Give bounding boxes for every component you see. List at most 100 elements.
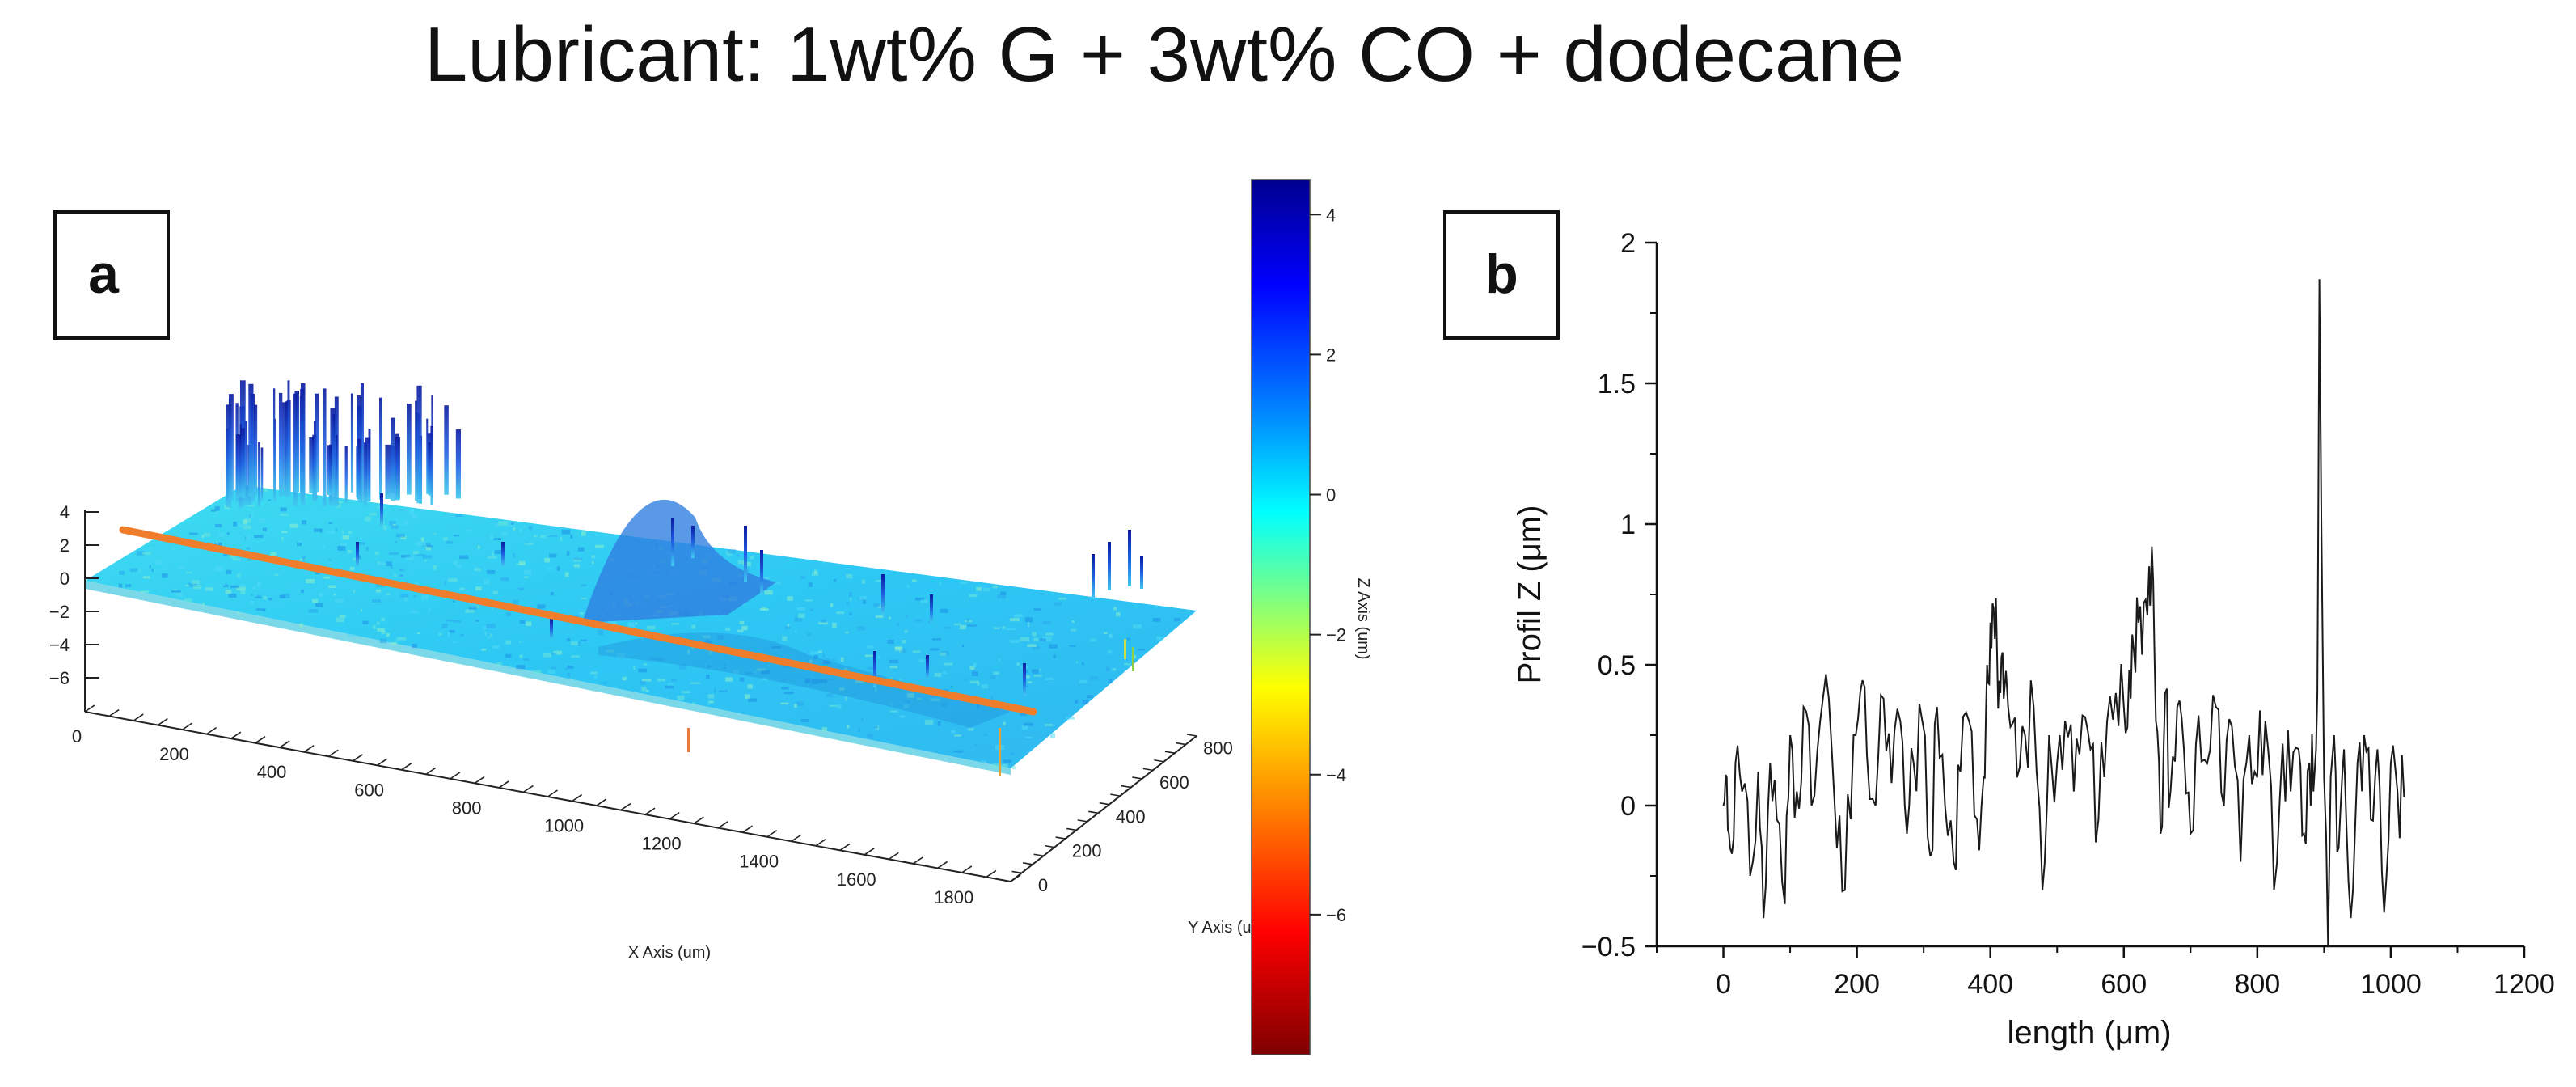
- surface-texture-speck: [593, 675, 598, 679]
- surface-spike: [282, 402, 288, 496]
- surface-texture-speck: [1042, 620, 1051, 624]
- surface-texture-speck: [849, 612, 852, 615]
- surface-texture-speck: [763, 577, 770, 582]
- surface-texture-speck: [821, 619, 827, 623]
- surface-texture-speck: [617, 653, 625, 658]
- surface-spike: [406, 404, 412, 495]
- surface-spike: [226, 404, 232, 508]
- surface-texture-speck: [421, 594, 429, 600]
- surface-texture-speck: [254, 535, 264, 539]
- surface-texture-speck: [556, 566, 560, 571]
- surface-texture-speck: [1023, 685, 1029, 687]
- surface-spike: [430, 425, 434, 505]
- surface-texture-speck: [394, 639, 399, 644]
- surface-texture-speck: [671, 679, 678, 682]
- surface-texture-speck: [136, 551, 145, 556]
- surface-texture-speck: [867, 734, 873, 738]
- surface-texture-speck: [899, 678, 902, 683]
- surface-texture-speck: [399, 569, 405, 572]
- surface-texture-speck: [399, 574, 403, 577]
- surface-texture-speck: [411, 611, 418, 614]
- surface-texture-speck: [969, 666, 975, 670]
- colorbar-tick-label: 2: [1326, 345, 1336, 365]
- surface-texture-speck: [301, 589, 304, 593]
- surface-texture-speck: [902, 639, 906, 644]
- y-tick-label: 200: [1072, 841, 1102, 861]
- surface-texture-speck: [1138, 649, 1146, 651]
- surface-texture-speck: [225, 590, 232, 594]
- surface-texture-speck: [961, 645, 965, 648]
- x-tick-label: 1400: [739, 852, 779, 872]
- x-tick-mark: [206, 726, 217, 735]
- surface-texture-speck: [119, 570, 125, 575]
- surface-texture-speck: [549, 553, 557, 558]
- surface-texture-speck: [954, 734, 961, 737]
- panel-a-label-box: [53, 210, 170, 340]
- surface-texture-speck: [960, 624, 966, 630]
- surface-texture-speck: [237, 611, 240, 615]
- surface-texture-speck: [577, 641, 581, 646]
- surface-texture-speck: [1156, 636, 1164, 641]
- surface-texture-speck: [433, 532, 437, 535]
- surface-texture-speck: [703, 641, 712, 645]
- surface-texture-speck: [706, 639, 709, 641]
- x-tick-mark: [230, 731, 242, 739]
- surface-texture-speck: [567, 666, 574, 669]
- x-tick-mark: [303, 745, 315, 753]
- surface-texture-speck: [953, 750, 964, 753]
- surface-texture-speck: [524, 576, 529, 579]
- surface-texture-speck: [847, 724, 850, 729]
- surface-texture-speck: [424, 560, 427, 563]
- surface-texture-speck: [484, 579, 490, 585]
- profile-x-tick-label: 600: [2101, 969, 2147, 1000]
- y-tick-mark: [1164, 751, 1176, 754]
- surface-texture-speck: [759, 608, 769, 611]
- surface-texture-speck: [564, 667, 567, 670]
- surface-texture-speck: [969, 680, 979, 683]
- surface-texture-speck: [411, 514, 417, 518]
- surface-texture-speck: [677, 695, 685, 700]
- surface-texture-speck: [513, 527, 516, 531]
- surface-texture-speck: [687, 649, 690, 654]
- surface-texture-speck: [889, 616, 891, 620]
- x-axis-ticks: 0 200 400 600 800 1000 1200 1400 1600 1800: [72, 704, 1021, 907]
- y-tick-mark: [1033, 853, 1044, 857]
- surface-texture-speck: [858, 728, 861, 733]
- surface-texture-speck: [635, 622, 638, 625]
- surface-texture-speck: [581, 597, 588, 600]
- surface-texture-speck: [1040, 638, 1046, 642]
- surface-texture-speck: [761, 670, 770, 675]
- x-tick-mark: [693, 816, 704, 824]
- surface-texture-speck: [477, 545, 480, 549]
- surface-texture-speck: [739, 620, 745, 624]
- surface-texture-speck: [906, 693, 914, 698]
- x-tick-mark: [572, 793, 583, 802]
- surface-texture-speck: [528, 526, 531, 529]
- z-axis-ticks: 4 2 0 −2 −4 −6: [49, 502, 99, 688]
- surface-texture-speck: [191, 580, 201, 585]
- surface-texture-speck: [992, 763, 999, 769]
- surface-texture-speck: [453, 560, 458, 565]
- surface-texture-speck: [959, 582, 968, 585]
- surface-texture-speck: [571, 655, 580, 658]
- surface-texture-speck: [808, 582, 813, 587]
- surface-texture-speck: [175, 592, 184, 597]
- surface-texture-speck: [518, 560, 526, 565]
- surface-texture-speck: [500, 531, 508, 536]
- surface-texture-speck: [360, 609, 362, 612]
- surface-texture-speck: [977, 704, 980, 708]
- surface-texture-speck: [691, 645, 695, 649]
- surface-texture-speck: [826, 693, 834, 697]
- surface-spike: [323, 388, 327, 507]
- surface-texture-speck: [426, 545, 434, 548]
- surface-texture-speck: [595, 544, 604, 548]
- surface-texture-speck: [204, 533, 211, 537]
- surface-texture-speck: [781, 687, 789, 690]
- surface-texture-speck: [211, 509, 217, 512]
- surface-texture-speck: [940, 608, 948, 613]
- surface-texture-speck: [449, 630, 455, 633]
- surface-texture-speck: [270, 552, 277, 556]
- surface-texture-speck: [665, 685, 674, 689]
- surface-texture-speck: [281, 536, 284, 541]
- surface-texture-speck: [391, 525, 399, 529]
